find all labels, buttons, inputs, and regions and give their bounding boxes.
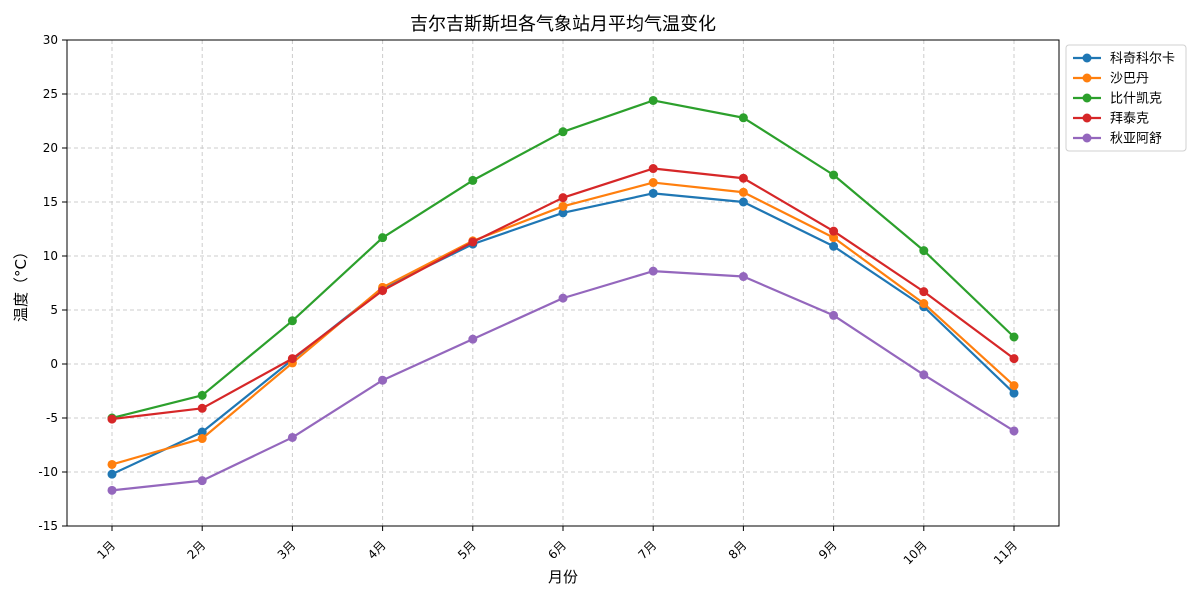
legend-label: 比什凯克	[1110, 92, 1162, 107]
data-point	[648, 95, 658, 105]
data-point	[107, 414, 117, 424]
data-point	[738, 187, 748, 197]
data-point	[197, 427, 207, 437]
data-point	[738, 197, 748, 207]
y-tick-label: -10	[38, 465, 58, 479]
legend-marker	[1082, 133, 1092, 143]
data-point	[919, 246, 929, 256]
data-point	[738, 272, 748, 282]
data-point	[829, 226, 839, 236]
y-axis-label: 温度（°C）	[12, 244, 30, 322]
data-point	[829, 170, 839, 180]
series-5	[107, 266, 1019, 495]
data-point	[558, 127, 568, 137]
legend-item: 科奇科尔卡	[1073, 51, 1175, 67]
series-1	[107, 188, 1019, 479]
legend-marker	[1082, 53, 1092, 63]
legend-item: 秋亚阿舒	[1073, 132, 1162, 147]
data-point	[829, 233, 839, 243]
data-point	[829, 310, 839, 320]
data-point	[558, 201, 568, 211]
data-point	[287, 432, 297, 442]
data-point	[378, 233, 388, 243]
data-point	[468, 334, 478, 344]
data-point	[558, 293, 568, 303]
data-point	[107, 469, 117, 479]
data-point	[378, 286, 388, 296]
data-point	[648, 188, 658, 198]
data-point	[1009, 426, 1019, 436]
data-point	[919, 299, 929, 309]
legend-item: 拜泰克	[1073, 112, 1149, 127]
y-tick-label: 30	[43, 33, 58, 47]
legend-marker	[1082, 113, 1092, 123]
y-tick-label: 0	[50, 357, 58, 371]
chart-title: 吉尔吉斯斯坦各气象站月平均气温变化	[410, 14, 716, 35]
data-point	[829, 241, 839, 251]
data-point	[648, 178, 658, 188]
series-4	[107, 164, 1019, 424]
data-point	[107, 485, 117, 495]
data-point	[919, 287, 929, 297]
data-point	[107, 459, 117, 469]
y-tick-label: 15	[43, 195, 58, 209]
data-point	[468, 175, 478, 185]
legend-marker	[1082, 73, 1092, 83]
data-point	[1009, 381, 1019, 391]
y-tick-label: 25	[43, 87, 58, 101]
data-point	[197, 476, 207, 486]
y-tick-label: 20	[43, 141, 58, 155]
legend-box	[1065, 44, 1187, 152]
data-point	[648, 164, 658, 174]
legend-item: 比什凯克	[1073, 92, 1162, 107]
data-point	[648, 266, 658, 276]
data-point	[1009, 332, 1019, 342]
data-point	[1009, 388, 1019, 398]
data-point	[197, 434, 207, 444]
legend-label: 拜泰克	[1110, 112, 1149, 127]
legend-item: 沙巴丹	[1073, 72, 1149, 87]
data-point	[919, 370, 929, 380]
legend-label: 秋亚阿舒	[1110, 132, 1162, 147]
data-point	[287, 354, 297, 364]
data-point	[1009, 354, 1019, 364]
data-point	[558, 208, 568, 218]
y-tick-label: 10	[43, 249, 58, 263]
data-point	[558, 193, 568, 203]
series-lines	[107, 95, 1019, 495]
y-tick-label: -15	[38, 519, 58, 533]
y-tick-label: -5	[46, 411, 58, 425]
x-axis-label: 月份	[548, 568, 578, 586]
data-point	[468, 237, 478, 247]
data-point	[197, 390, 207, 400]
data-point	[738, 173, 748, 183]
data-point	[197, 403, 207, 413]
data-point	[378, 375, 388, 385]
data-point	[287, 316, 297, 326]
legend-label: 沙巴丹	[1110, 72, 1149, 87]
legend-label: 科奇科尔卡	[1110, 51, 1175, 67]
y-tick-label: 5	[50, 303, 58, 317]
data-point	[738, 113, 748, 123]
legend-marker	[1082, 93, 1092, 103]
